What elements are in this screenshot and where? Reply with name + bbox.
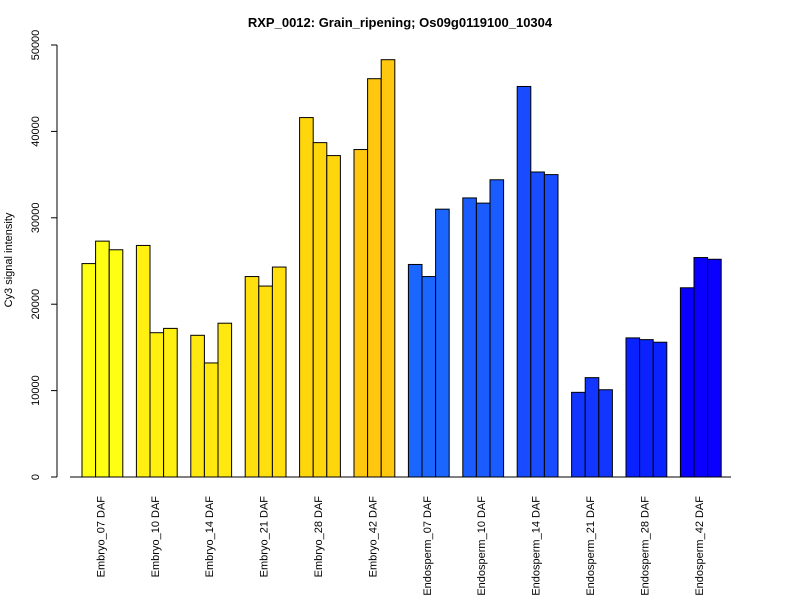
- bar-group: [679, 257, 722, 478]
- bar: [326, 155, 341, 478]
- x-category-label: Embryo_21 DAF: [259, 496, 271, 578]
- bar: [271, 266, 287, 478]
- bar: [598, 389, 613, 478]
- bar: [571, 391, 586, 478]
- x-category-label: Endosperm_10 DAF: [476, 496, 488, 596]
- bar-group: [81, 240, 124, 478]
- y-axis: 0 10000 20000 30000 40000 50000: [30, 30, 58, 480]
- bar-group: [625, 337, 668, 478]
- bar: [625, 337, 641, 478]
- y-tick-label: 20000: [30, 289, 42, 320]
- bar-group: [135, 244, 178, 478]
- bar: [312, 142, 328, 478]
- bar: [81, 263, 97, 478]
- chart-title: RXP_0012: Grain_ripening; Os09g0119100_1…: [248, 15, 553, 30]
- bar: [530, 171, 545, 478]
- bar-group: [190, 322, 233, 478]
- bar-group: [407, 208, 450, 478]
- bar: [190, 334, 205, 478]
- bar: [407, 263, 423, 478]
- y-tick-label: 30000: [30, 203, 42, 234]
- bar: [149, 332, 165, 478]
- bar: [163, 327, 178, 478]
- y-axis-label: Cy3 signal intensity: [3, 212, 15, 307]
- bar: [299, 117, 314, 478]
- x-category-label: Embryo_14 DAF: [204, 496, 216, 578]
- bar: [475, 202, 491, 478]
- bar: [707, 258, 722, 478]
- bar-series: [70, 59, 731, 478]
- bar: [421, 276, 437, 478]
- x-axis: Embryo_07 DAF Embryo_10 DAF Embryo_14 DAF E…: [95, 496, 705, 596]
- x-category-label: Endosperm_14 DAF: [531, 496, 543, 596]
- x-category-label: Endosperm_42 DAF: [694, 496, 706, 596]
- y-tick-label: 10000: [30, 375, 42, 406]
- bar: [516, 85, 532, 478]
- x-category-label: Embryo_07 DAF: [95, 496, 107, 578]
- bar: [693, 257, 709, 478]
- bar: [108, 249, 124, 478]
- bar-group: [299, 117, 341, 478]
- bar: [367, 78, 382, 478]
- bar: [244, 276, 260, 478]
- x-category-label: Endosperm_07 DAF: [422, 496, 434, 596]
- bar: [543, 174, 559, 478]
- bar: [584, 377, 600, 478]
- x-category-label: Endosperm_28 DAF: [639, 496, 651, 596]
- bar: [652, 341, 668, 478]
- bar-group: [353, 59, 396, 478]
- bar: [353, 149, 369, 478]
- bar-group: [244, 266, 287, 478]
- x-category-label: Embryo_28 DAF: [313, 496, 325, 578]
- y-tick-label: 40000: [30, 116, 42, 147]
- bar: [135, 244, 151, 478]
- x-category-label: Embryo_10 DAF: [150, 496, 162, 578]
- x-category-label: Embryo_42 DAF: [367, 496, 379, 578]
- bar: [435, 208, 450, 478]
- y-tick-label: 0: [30, 474, 42, 480]
- y-tick-label: 50000: [30, 30, 42, 61]
- x-category-label: Endosperm_21 DAF: [585, 496, 597, 596]
- bar: [95, 240, 110, 478]
- bar: [380, 59, 396, 478]
- bar: [203, 362, 219, 478]
- bar: [489, 179, 505, 478]
- bar: [679, 287, 695, 478]
- bar-group: [571, 377, 613, 478]
- bar-group: [516, 85, 559, 478]
- bar-group: [462, 179, 505, 478]
- bar: [217, 322, 233, 478]
- bar: [462, 197, 477, 478]
- bar: [639, 339, 654, 478]
- bar: [258, 285, 273, 478]
